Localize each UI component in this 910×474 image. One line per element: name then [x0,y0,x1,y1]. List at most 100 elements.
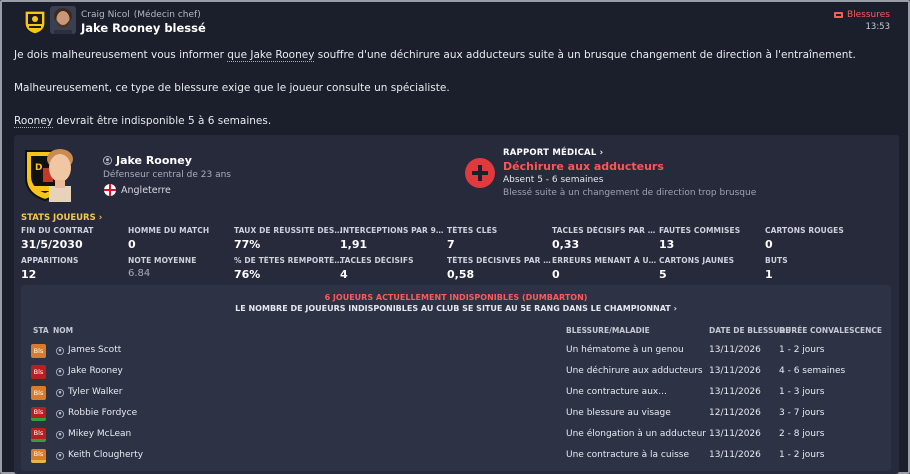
stat-label: APPARITIONS [21,256,79,265]
stat-contract-end: FIN DU CONTRAT 31/5/2030 [21,226,129,251]
stat-value: 0,33 [552,238,580,251]
column-header-injury[interactable]: BLESSURE/MALADIE [566,326,650,335]
club-crest-icon[interactable] [23,9,47,35]
stat-value: 0,58 [447,268,475,281]
league-rank-link[interactable]: LE NOMBRE DE JOUEURS INDISPONIBLES AU CL… [21,304,891,313]
bandage-icon [833,12,843,18]
category-tag[interactable]: Blessures [833,10,890,20]
p1-text-before: Je dois malheureusement vous informer [14,49,228,61]
table-row[interactable]: Bls Mikey McLean Une élongation à un add… [21,425,891,446]
date-cell: 13/11/2026 [709,366,761,376]
person-icon [56,410,64,418]
message-paragraph-2: Malheureusement, ce type de blessure exi… [14,82,450,94]
stat-appearances: APPARITIONS 12 [21,256,129,281]
chevron-right-icon: › [98,213,103,223]
league-rank-text: LE NOMBRE DE JOUEURS INDISPONIBLES AU CL… [235,304,671,313]
person-icon [56,368,64,376]
table-row[interactable]: Bls Tyler Walker Une contracture aux... … [21,383,891,404]
stat-label: TÊTES DÉCISIVES PAR 90... [447,256,555,265]
stat-value: 1 [765,268,773,281]
status-badge: Bls [31,365,46,379]
stat-value: 0 [128,238,136,251]
stat-tackle-ratio: TAUX DE RÉUSSITE DES T... 77% [234,226,342,251]
stat-label: INTERCEPTIONS PAR 90 MI... [340,226,448,235]
message-subject: Jake Rooney blessé [81,21,206,35]
stat-value: 0 [765,238,773,251]
player-name-cell[interactable]: James Scott [68,345,122,355]
date-cell: 13/11/2026 [709,450,761,460]
medical-report-link[interactable]: RAPPORT MÉDICAL › [503,148,603,158]
stat-label: TACLES DÉCISIFS [340,256,414,265]
player-name-cell[interactable]: Robbie Fordyce [68,408,138,418]
table-row[interactable]: Bls Jake Rooney Une déchirure aux adduct… [21,362,891,383]
status-badge: Bls [31,449,46,463]
stat-label: HOMME DU MATCH [128,226,210,235]
stat-value: 0 [552,268,560,281]
sender-line: Craig Nicol (Médecin chef) [81,10,201,20]
chevron-right-icon: › [599,148,604,158]
date-cell: 13/11/2026 [709,387,761,397]
column-header-name[interactable]: NOM [53,326,74,335]
person-icon [56,389,64,397]
stat-value: 31/5/2030 [21,238,83,251]
stat-label: TAUX DE RÉUSSITE DES T... [234,226,342,235]
p1-text-after: souffre d'une déchirure aux adducteurs s… [314,49,856,61]
message-paragraph-1: Je dois malheureusement vous informer qu… [14,49,856,62]
status-badge: Bls [31,407,46,421]
injury-cell: Une déchirure aux adducteurs [566,366,703,376]
table-row[interactable]: Bls Keith Clougherty Une contracture à l… [21,446,891,467]
person-icon [103,156,112,165]
player-link[interactable]: que Jake Rooney [227,49,315,62]
category-tag-label: Blessures [846,10,890,20]
stat-label: NOTE MOYENNE [128,256,197,265]
player-stats-link[interactable]: STATS JOUEURS › [21,213,102,223]
injury-diagnosis: Déchirure aux adducteurs [503,160,664,173]
date-cell: 12/11/2026 [709,408,761,418]
player-nation[interactable]: Angleterre [121,185,171,196]
stat-value: 4 [340,268,348,281]
message-time: 13:53 [865,22,891,32]
player-name-cell[interactable]: Mikey McLean [68,429,132,439]
stat-errors-leading-to-goal: ERREURS MENANT À UN B... 0 [552,256,660,281]
player-name[interactable]: Jake Rooney [116,154,192,167]
stat-fouls: FAUTES COMMISES 13 [659,226,767,251]
stat-key-headers: TÊTES CLÉS 7 [447,226,555,251]
person-icon [56,431,64,439]
player-name-cell[interactable]: Tyler Walker [68,387,123,397]
stat-label: % DE TÊTES REMPORTÉES [234,256,342,265]
stat-value: 1,91 [340,238,368,251]
stat-value: 6.84 [128,268,151,279]
stat-average-rating: NOTE MOYENNE 6.84 [128,256,236,279]
player-name-cell[interactable]: Keith Clougherty [68,450,144,460]
injury-cause: Blessé suite à un changement de directio… [503,188,757,198]
stat-player-of-match: HOMME DU MATCH 0 [128,226,236,251]
stat-key-tackles: TACLES DÉCISIFS 4 [340,256,448,281]
column-header-duration[interactable]: DURÉE CONVALESCENCE [779,326,883,335]
person-icon [56,452,64,460]
stat-value: 5 [659,268,667,281]
chevron-right-icon: › [673,304,677,313]
stat-yellow-cards: CARTONS JAUNES 5 [659,256,767,281]
stat-value: 76% [234,268,261,281]
table-row[interactable]: Bls James Scott Un hématome à un genou 1… [21,341,891,362]
stat-label: BUTS [765,256,788,265]
sender-name[interactable]: Craig Nicol [81,10,130,20]
person-icon [56,347,64,355]
injury-cell: Une contracture à la cuisse [566,450,689,460]
injury-cell: Une blessure au visage [566,408,671,418]
doctor-avatar[interactable] [50,6,76,34]
player-description: Défenseur central de 23 ans [103,170,231,180]
status-badge: Bls [31,428,46,442]
duration-cell: 2 - 8 jours [779,429,825,439]
duration-cell: 4 - 6 semaines [779,366,846,376]
column-header-date[interactable]: DATE DE BLESSURE [709,326,791,335]
stat-label: CARTONS ROUGES [765,226,844,235]
duration-cell: 1 - 2 jours [779,450,825,460]
status-badge: Bls [31,344,46,358]
table-row[interactable]: Bls Robbie Fordyce Une blessure au visag… [21,404,891,425]
player-name-cell[interactable]: Jake Rooney [68,366,123,376]
column-header-status[interactable]: STA [33,326,49,335]
player-link-short[interactable]: Rooney [14,115,54,128]
player-photo[interactable] [40,146,80,202]
